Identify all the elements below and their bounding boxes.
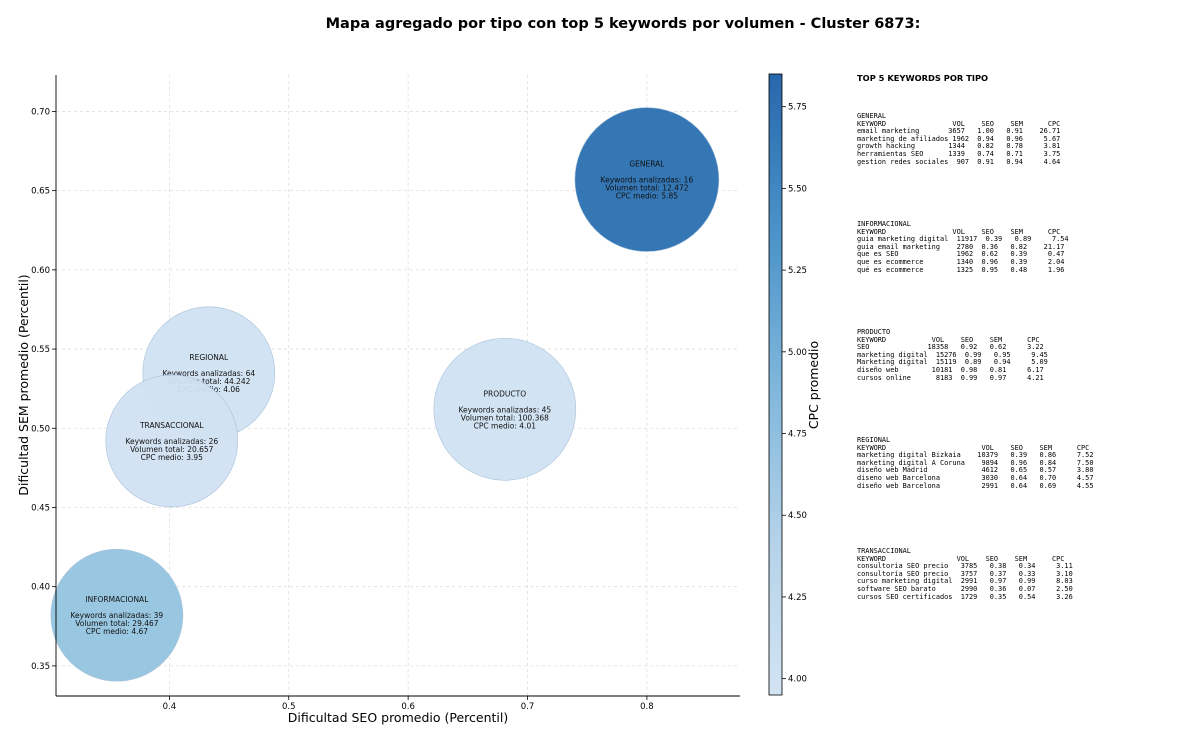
y-tick-label: 0.40 xyxy=(31,583,50,593)
group-general-table: GENERAL KEYWORD VOL SEO SEM CPC email ma… xyxy=(857,112,1061,166)
colorbar-label: CPC promedio xyxy=(806,341,821,429)
y-tick-label: 0.50 xyxy=(31,424,50,434)
group-general: GENERAL KEYWORD VOL SEO SEM CPC email ma… xyxy=(857,112,1192,221)
y-tick-label: 0.65 xyxy=(31,187,50,197)
bubble-stat-label: Volumen total: 100.368 xyxy=(461,413,549,422)
group-producto-table: PRODUCTO KEYWORD VOL SEO SEM CPC SEO 183… xyxy=(857,328,1048,382)
bubble-stat-label: Keywords analizadas: 45 xyxy=(458,405,551,414)
y-axis-label: Dificultad SEM promedio (Percentil) xyxy=(16,274,31,495)
colorbar-tick-label: 4.75 xyxy=(788,430,807,440)
bubble-stat-label: Volumen total: 44.242 xyxy=(167,377,251,386)
bubble-stat-label: CPC medio: 3.95 xyxy=(141,453,204,462)
group-regional: REGIONAL KEYWORD VOL SEO SEM CPC marketi… xyxy=(857,436,1192,548)
bubble-transaccional: TRANSACCIONAL Keywords analizadas: 26Volu… xyxy=(105,374,239,508)
colorbar-tick-label: 5.00 xyxy=(788,348,807,358)
bubble-name-label: INFORMACIONAL xyxy=(85,595,149,604)
bubble-circle xyxy=(433,337,577,481)
x-tick-label: 0.8 xyxy=(640,702,654,712)
y-tick-label: 0.70 xyxy=(31,107,50,117)
bubble-name-label: TRANSACCIONAL xyxy=(139,421,204,430)
bubble-stat-label: Volumen total: 29.467 xyxy=(75,619,159,628)
bubble-stat-label: Volumen total: 20.657 xyxy=(130,445,214,454)
colorbar-tick-label: 4.50 xyxy=(788,511,807,521)
group-producto: PRODUCTO KEYWORD VOL SEO SEM CPC SEO 183… xyxy=(857,328,1192,437)
bubble-name-label: PRODUCTO xyxy=(484,389,527,398)
x-axis-label: Dificultad SEO promedio (Percentil) xyxy=(288,710,508,725)
bubble-informacional: INFORMACIONAL Keywords analizadas: 39Volu… xyxy=(50,548,184,682)
bubble-stat-label: Keywords analizadas: 64 xyxy=(162,369,255,378)
x-tick-label: 0.5 xyxy=(282,702,296,712)
bubble-name-label: GENERAL xyxy=(629,160,665,169)
y-tick-label: 0.45 xyxy=(31,503,50,513)
bubble-circle xyxy=(105,374,239,508)
colorbar: 4.00 4.25 4.50 4.75 5.00 5.25 5.50 5.75 xyxy=(768,73,807,696)
group-regional-table: REGIONAL KEYWORD VOL SEO SEM CPC marketi… xyxy=(857,436,1094,490)
bubble-stat-label: CPC medio: 4.01 xyxy=(474,421,537,430)
colorbar-tick-label: 4.25 xyxy=(788,593,807,603)
group-transaccional-table: TRANSACCIONAL KEYWORD VOL SEO SEM CPC co… xyxy=(857,547,1073,601)
colorbar-tick-label: 5.75 xyxy=(788,103,807,113)
bubble-stat-label: Keywords analizadas: 16 xyxy=(601,176,694,185)
x-tick-label: 0.4 xyxy=(163,702,177,712)
x-tick-label: 0.6 xyxy=(401,702,415,712)
top-keywords-panel: TOP 5 KEYWORDS POR TIPO GENERAL KEYWORD … xyxy=(857,73,1192,601)
bubble-stat-label: CPC medio: 4.67 xyxy=(86,627,149,636)
group-transaccional: TRANSACCIONAL KEYWORD VOL SEO SEM CPC co… xyxy=(857,547,1192,601)
panel-title: TOP 5 KEYWORDS POR TIPO xyxy=(857,73,989,83)
chart-title: Mapa agregado por tipo con top 5 keyword… xyxy=(325,16,921,32)
y-tick-label: 0.60 xyxy=(31,266,50,276)
bubble-stat-label: Keywords analizadas: 39 xyxy=(71,611,164,620)
x-tick-label: 0.7 xyxy=(521,702,535,712)
axes-layer: 0.4 0.5 0.6 0.7 0.8 0.35 0.40 0.45 0.50 0.55 0.60 0… xyxy=(31,75,740,712)
colorbar-tick-label: 4.00 xyxy=(788,675,807,685)
bubble-name-label: REGIONAL xyxy=(189,353,229,362)
y-tick-label: 0.55 xyxy=(31,345,50,355)
bubble-circle xyxy=(50,548,184,682)
bubble-stat-label: Volumen total: 12.472 xyxy=(605,184,689,193)
bubble-stat-label: Keywords analizadas: 26 xyxy=(125,437,218,446)
colorbar-gradient xyxy=(768,73,783,696)
bubble-stat-label: CPC medio: 5.85 xyxy=(616,192,679,201)
bubble-circle xyxy=(574,107,720,252)
colorbar-tick-label: 5.50 xyxy=(788,184,807,194)
group-informacional-table: INFORMACIONAL KEYWORD VOL SEO SEM CPC gu… xyxy=(857,220,1069,274)
colorbar-tick-label: 5.25 xyxy=(788,266,807,276)
group-informacional: INFORMACIONAL KEYWORD VOL SEO SEM CPC gu… xyxy=(857,220,1192,329)
y-tick-label: 0.35 xyxy=(31,662,50,672)
